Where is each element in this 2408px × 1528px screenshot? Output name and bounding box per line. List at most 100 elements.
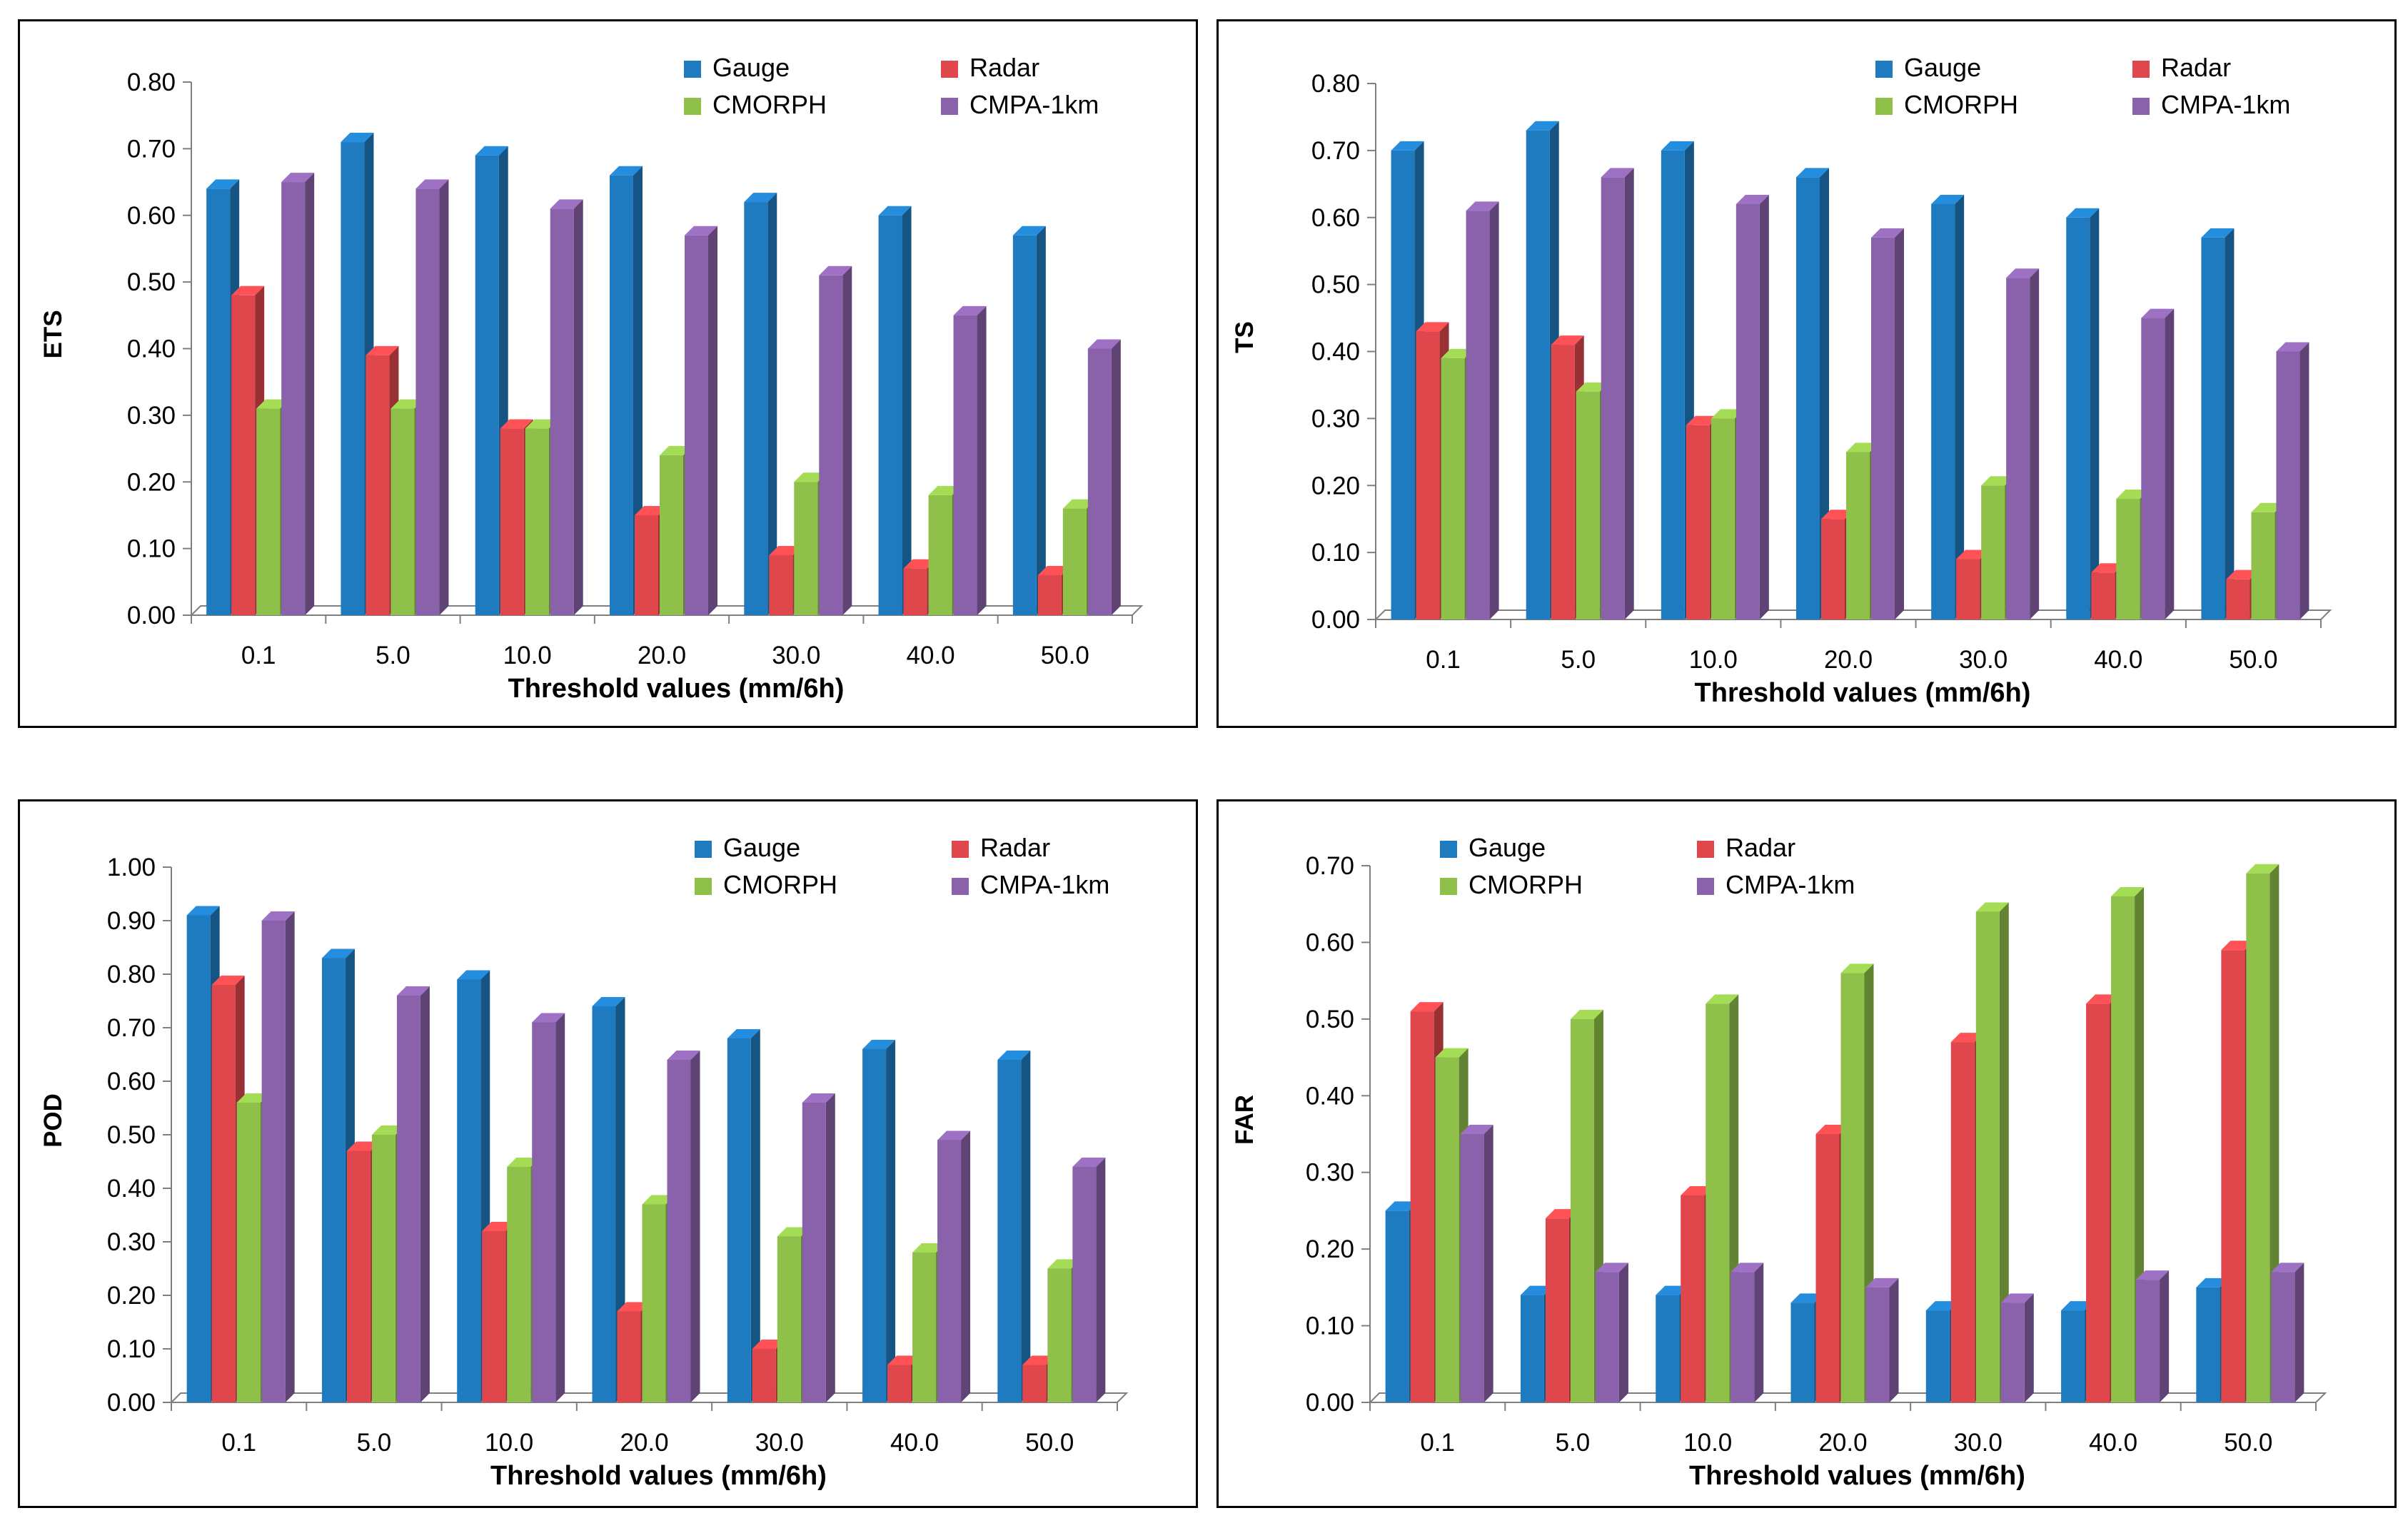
legend-item-radar: Radar bbox=[2132, 53, 2231, 82]
legend-swatch bbox=[2132, 61, 2150, 78]
ets-y-tick-label: 0.10 bbox=[127, 535, 176, 563]
legend-item-cmpa-1km: CMPA-1km bbox=[952, 870, 1109, 899]
ets-bar-gauge bbox=[610, 166, 643, 616]
ets-y-tick-label: 0.60 bbox=[127, 202, 176, 230]
pod-x-tick-label: 10.0 bbox=[485, 1429, 533, 1457]
pod-y-tick-label: 0.20 bbox=[107, 1282, 156, 1310]
ts-bar-cmorph bbox=[1711, 409, 1744, 619]
far-y-tick-label: 0.40 bbox=[1306, 1082, 1354, 1110]
far-x-tick-label: 50.0 bbox=[2224, 1429, 2272, 1457]
legend-item-cmorph: CMORPH bbox=[1875, 90, 2018, 119]
pod-y-axis-label: POD bbox=[39, 1093, 67, 1148]
legend-item-cmorph: CMORPH bbox=[684, 90, 827, 119]
pod-x-tick-label: 20.0 bbox=[620, 1429, 668, 1457]
far-bar-cmpa-1km bbox=[1865, 1277, 1899, 1402]
legend-label: CMPA-1km bbox=[969, 90, 1099, 119]
ets-bar-gauge bbox=[744, 193, 777, 615]
far-x-tick-label: 5.0 bbox=[1556, 1429, 1591, 1457]
ets-chart: 0.00 0.10 0.20 0.30 0.40 0.50 0.60 0.70 0.80 0.1 5… bbox=[39, 53, 1144, 704]
legend-swatch bbox=[952, 878, 969, 895]
pod-bar-cmpa-1km bbox=[532, 1013, 565, 1402]
ts-bar-cmpa-1km bbox=[1466, 201, 1499, 619]
legend-label: CMORPH bbox=[712, 90, 827, 119]
legend-label: Radar bbox=[2161, 53, 2231, 82]
legend-label: Gauge bbox=[1904, 53, 1981, 82]
ets-bar-cmpa-1km bbox=[953, 305, 987, 615]
ts-x-axis-label: Threshold values (mm/6h) bbox=[1695, 678, 2031, 708]
far-x-tick-label: 30.0 bbox=[1954, 1429, 2003, 1457]
legend-swatch bbox=[1440, 878, 1457, 895]
legend-swatch bbox=[695, 878, 712, 895]
legend-label: Gauge bbox=[723, 833, 800, 862]
legend-item-gauge: Gauge bbox=[695, 833, 800, 862]
pod-bar-cmpa-1km bbox=[667, 1051, 700, 1402]
far-x-tick-label: 0.1 bbox=[1420, 1429, 1455, 1457]
legend-swatch bbox=[1875, 61, 1893, 78]
ets-y-tick-label: 0.00 bbox=[127, 602, 176, 629]
ets-x-tick-label: 20.0 bbox=[638, 642, 686, 669]
ets-bar-cmpa-1km bbox=[550, 199, 583, 616]
ts-bar-gauge bbox=[1931, 194, 1965, 620]
ets-x-tick-label: 5.0 bbox=[376, 642, 410, 669]
legend-item-gauge: Gauge bbox=[684, 53, 790, 82]
legend-item-gauge: Gauge bbox=[1440, 833, 1546, 862]
far-bar-cmpa-1km bbox=[2000, 1293, 2034, 1402]
legend-item-cmorph: CMORPH bbox=[1440, 870, 1583, 899]
legend-item-gauge: Gauge bbox=[1875, 53, 1981, 82]
legend-swatch bbox=[684, 61, 701, 78]
ts-y-tick-label: 0.30 bbox=[1311, 405, 1360, 432]
ts-x-tick-label: 40.0 bbox=[2094, 646, 2142, 674]
legend-swatch bbox=[941, 98, 958, 115]
pod-bar-cmpa-1km bbox=[802, 1093, 835, 1402]
ts-x-tick-label: 10.0 bbox=[1689, 646, 1738, 674]
ts-bar-cmpa-1km bbox=[2276, 342, 2309, 619]
legend-item-radar: Radar bbox=[1697, 833, 1795, 862]
legend-label: CMPA-1km bbox=[2161, 90, 2290, 119]
far-x-tick-label: 40.0 bbox=[2089, 1429, 2137, 1457]
far-bar-cmorph bbox=[1570, 1009, 1603, 1402]
pod-x-tick-label: 30.0 bbox=[755, 1429, 804, 1457]
ets-bar-gauge bbox=[1012, 226, 1046, 615]
ets-y-axis-label: ETS bbox=[39, 310, 67, 358]
legend-swatch bbox=[684, 98, 701, 115]
pod-y-tick-label: 0.30 bbox=[107, 1228, 156, 1256]
far-x-tick-label: 20.0 bbox=[1818, 1429, 1867, 1457]
legend-label: Radar bbox=[1726, 833, 1795, 862]
pod-y-tick-label: 1.00 bbox=[107, 854, 156, 881]
pod-y-tick-label: 0.70 bbox=[107, 1014, 156, 1042]
legend-label: CMPA-1km bbox=[980, 870, 1109, 899]
ts-bar-gauge bbox=[2201, 228, 2235, 620]
ts-y-tick-label: 0.70 bbox=[1311, 137, 1360, 165]
far-y-tick-label: 0.30 bbox=[1306, 1159, 1354, 1187]
far-y-tick-label: 0.60 bbox=[1306, 929, 1354, 956]
ts-bar-gauge bbox=[2066, 208, 2100, 619]
legend-item-cmpa-1km: CMPA-1km bbox=[1697, 870, 1855, 899]
pod-bar-cmpa-1km bbox=[396, 986, 430, 1402]
ts-bar-cmpa-1km bbox=[2141, 308, 2175, 619]
far-y-tick-label: 0.70 bbox=[1306, 852, 1354, 880]
ets-bar-cmpa-1km bbox=[1087, 339, 1121, 615]
far-y-tick-label: 0.00 bbox=[1306, 1389, 1354, 1417]
legend-label: CMORPH bbox=[1904, 90, 2018, 119]
ets-x-tick-label: 30.0 bbox=[772, 642, 820, 669]
ts-y-tick-label: 0.60 bbox=[1311, 204, 1360, 232]
legend-swatch bbox=[1440, 841, 1457, 858]
ets-y-tick-label: 0.70 bbox=[127, 135, 176, 163]
legend-item-radar: Radar bbox=[941, 53, 1039, 82]
ets-bar-cmpa-1km bbox=[281, 173, 315, 615]
pod-bar-gauge bbox=[862, 1040, 896, 1402]
legend-swatch bbox=[952, 841, 969, 858]
far-bar-cmpa-1km bbox=[2271, 1263, 2304, 1402]
legend-swatch bbox=[941, 61, 958, 78]
pod-x-tick-label: 40.0 bbox=[890, 1429, 939, 1457]
pod-bar-gauge bbox=[997, 1051, 1031, 1402]
ets-y-tick-label: 0.40 bbox=[127, 335, 176, 363]
legend-item-cmpa-1km: CMPA-1km bbox=[2132, 90, 2290, 119]
pod-y-tick-label: 0.50 bbox=[107, 1121, 156, 1149]
legend-swatch bbox=[1697, 841, 1714, 858]
pod-bar-cmpa-1km bbox=[937, 1130, 971, 1402]
pod-bar-gauge bbox=[592, 997, 625, 1402]
ets-y-tick-label: 0.20 bbox=[127, 468, 176, 496]
ts-bar-cmpa-1km bbox=[1736, 194, 1769, 620]
ts-y-tick-label: 0.00 bbox=[1311, 606, 1360, 634]
